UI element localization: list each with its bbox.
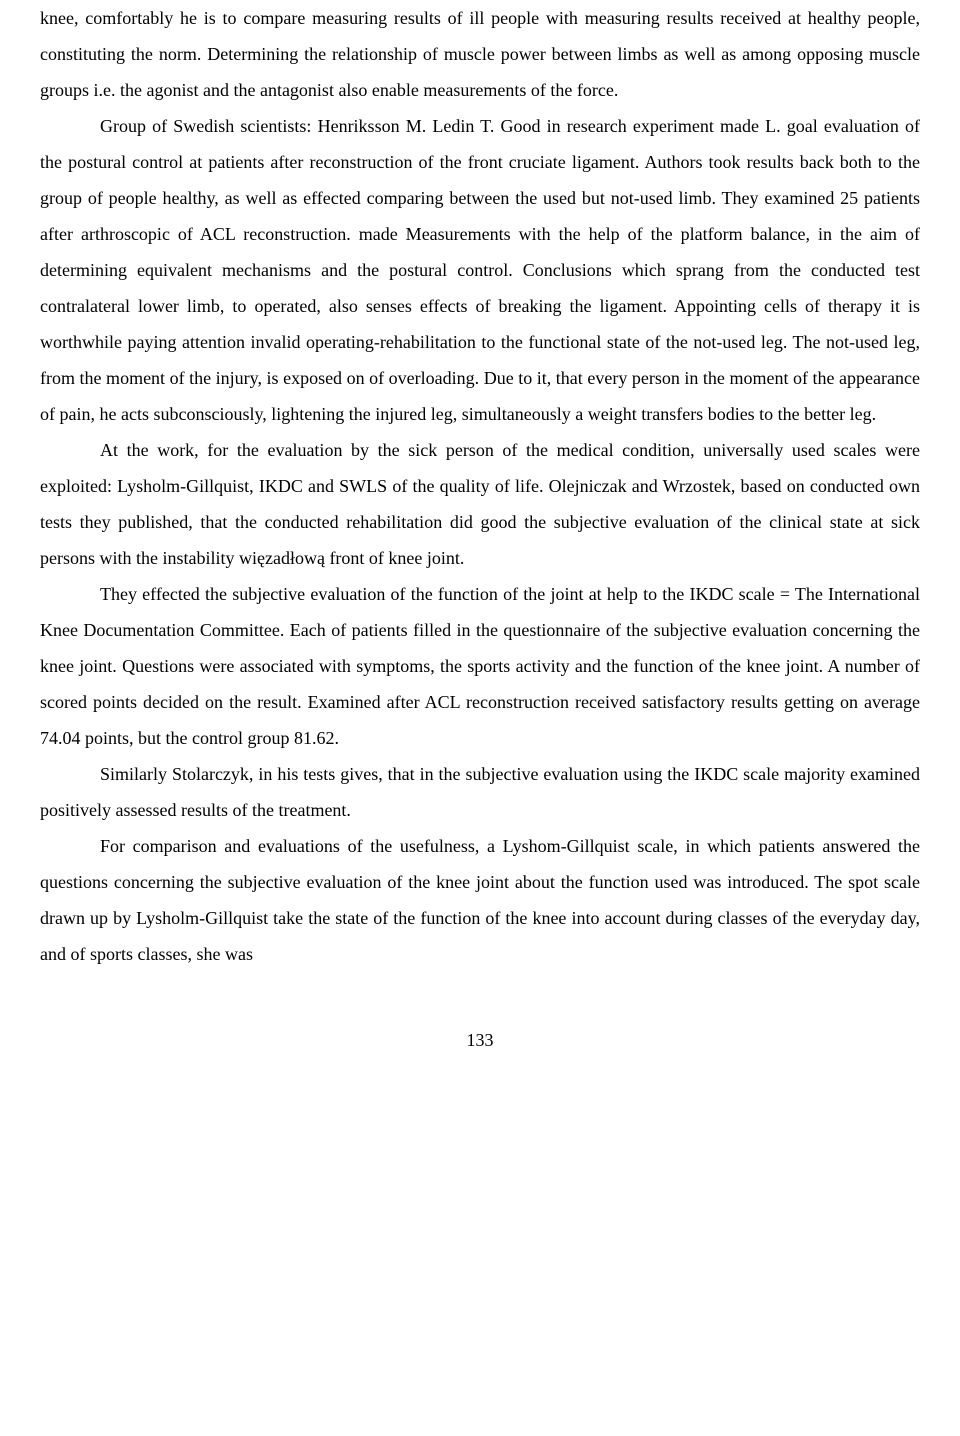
- paragraph-1: knee, comfortably he is to compare measu…: [40, 0, 920, 108]
- paragraph-4: They effected the subjective evaluation …: [40, 576, 920, 756]
- paragraph-3: At the work, for the evaluation by the s…: [40, 432, 920, 576]
- paragraph-6: For comparison and evaluations of the us…: [40, 828, 920, 972]
- paragraph-2: Group of Swedish scientists: Henriksson …: [40, 108, 920, 432]
- document-body: knee, comfortably he is to compare measu…: [40, 0, 920, 1058]
- page-number: 133: [40, 1022, 920, 1058]
- paragraph-5: Similarly Stolarczyk, in his tests gives…: [40, 756, 920, 828]
